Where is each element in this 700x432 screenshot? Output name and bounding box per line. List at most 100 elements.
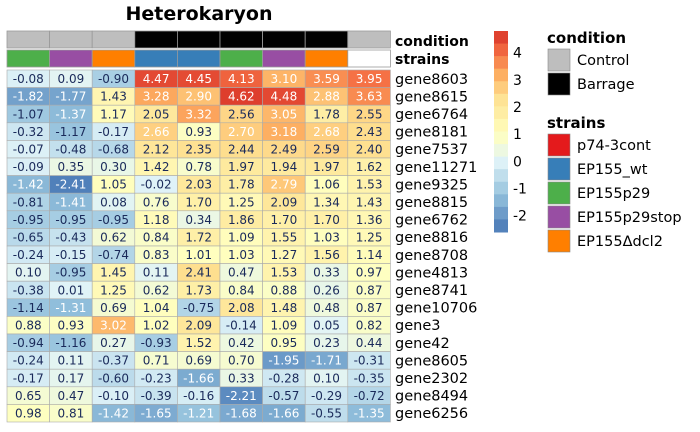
condition-annotation-label: condition [395, 34, 469, 50]
row-label: gene9325 [395, 177, 468, 193]
cell-value-label: 0.97 [356, 266, 383, 280]
cell-value-label: 0.33 [313, 266, 340, 280]
cell-value-label: 1.01 [185, 248, 212, 262]
cell-value-label: -1.14 [13, 301, 44, 315]
cell-value-label: -0.37 [98, 354, 129, 368]
cell-value-label: -0.55 [311, 407, 342, 421]
row-label: gene11271 [395, 160, 477, 176]
condition-annotation-row [6, 30, 391, 49]
colorbar-segment [494, 118, 508, 132]
cell-value-label: 0.11 [143, 266, 170, 280]
cell-value-label: 1.56 [313, 248, 340, 262]
cell-value-label: 2.88 [313, 90, 340, 104]
condition-annotation-cell [49, 30, 93, 49]
heatmap-cell [347, 404, 391, 423]
cell-value-label: 0.35 [58, 160, 85, 174]
strain-annotation-cell [219, 49, 263, 68]
cell-value-label: 1.09 [228, 231, 255, 245]
cell-value-label: 0.10 [15, 266, 42, 280]
cell-value-label: -0.81 [13, 195, 44, 209]
row-label: gene6256 [395, 406, 468, 422]
cell-value-label: 2.08 [228, 301, 255, 315]
cell-value-label: 4.13 [228, 72, 255, 86]
cell-value-label: -0.29 [311, 389, 342, 403]
cell-value-label: -0.35 [354, 371, 385, 385]
colorbar-segment [494, 56, 508, 70]
cell-value-label: -0.07 [13, 143, 44, 157]
cell-value-label: 2.12 [143, 143, 170, 157]
cell-value-label: 1.53 [271, 266, 298, 280]
condition-legend: condition Control Barrage [547, 29, 635, 96]
colorbar-tick-label: -2 [513, 209, 527, 225]
cell-value-label: -1.68 [226, 407, 257, 421]
colorbar-segment [494, 131, 508, 145]
cell-value-label: 0.83 [143, 248, 170, 262]
cell-value-label: 1.78 [313, 107, 340, 121]
cell-value-label: 0.71 [143, 354, 170, 368]
cell-value-label: 1.04 [143, 301, 170, 315]
cell-value-label: 0.84 [143, 231, 170, 245]
cell-value-label: 0.44 [356, 336, 383, 350]
cell-value-label: 0.30 [100, 160, 127, 174]
cell-value-label: 0.62 [143, 283, 170, 297]
cell-value-label: 1.72 [185, 231, 212, 245]
cell-value-label: 0.08 [100, 195, 127, 209]
cell-value-label: 2.59 [313, 143, 340, 157]
cell-value-label: -0.75 [183, 301, 214, 315]
cell-value-label: 3.18 [271, 125, 298, 139]
cell-value-label: 1.43 [356, 195, 383, 209]
cell-value-label: -1.95 [268, 354, 299, 368]
colorbar-segment [494, 43, 508, 57]
row-label: gene8494 [395, 389, 468, 405]
strain-annotation-cell [6, 49, 50, 68]
cell-value-label: 1.05 [100, 178, 127, 192]
cell-value-label: 0.93 [58, 319, 85, 333]
cell-value-label: 1.97 [313, 160, 340, 174]
cell-value-label: -1.65 [141, 407, 172, 421]
cell-value-label: -2.41 [55, 178, 86, 192]
cell-value-label: 1.14 [356, 248, 383, 262]
cell-value-label: 2.68 [313, 125, 340, 139]
cell-value-label: 0.76 [143, 195, 170, 209]
cell-value-label: -0.74 [98, 248, 129, 262]
strains-legend-label: EP155_wt [577, 162, 648, 178]
cell-value-label: -1.82 [13, 90, 44, 104]
cell-value-label: -0.38 [13, 283, 44, 297]
cell-value-label: 0.70 [228, 354, 255, 368]
strains-legend-label: p74-3cont [577, 138, 651, 154]
cell-value-label: -0.68 [98, 143, 129, 157]
cell-value-label: 1.27 [271, 248, 298, 262]
cell-value-label: -1.31 [55, 301, 86, 315]
strains-legend-label: EP155p29stop [577, 210, 682, 226]
cell-value-label: 0.88 [15, 319, 42, 333]
cell-value-label: -0.93 [141, 336, 172, 350]
cell-value-label: 0.88 [271, 283, 298, 297]
strains-legend-swatch [547, 157, 571, 181]
cell-value-label: -1.66 [183, 371, 214, 385]
cell-value-label: 3.28 [143, 90, 170, 104]
cell-value-label: -1.77 [55, 90, 86, 104]
cell-value-label: 1.45 [100, 266, 127, 280]
colorbar-segment [494, 81, 508, 95]
cell-value-label: 3.59 [313, 72, 340, 86]
cell-value-label: 2.66 [143, 125, 170, 139]
cell-value-label: 1.25 [228, 195, 255, 209]
colorbar-segment [494, 181, 508, 195]
cell-value-label: 1.62 [356, 160, 383, 174]
strain-annotation-cell [262, 49, 306, 68]
cell-value-label: 1.53 [356, 178, 383, 192]
strains-legend-label: EP155p29 [577, 186, 650, 202]
row-label: gene2302 [395, 371, 468, 387]
strain-annotation-cell [176, 49, 221, 68]
cell-value-label: 1.25 [100, 283, 127, 297]
cell-value-label: 0.27 [100, 336, 127, 350]
cell-value-label: 2.90 [185, 90, 212, 104]
cell-value-label: 1.36 [356, 213, 383, 227]
cell-value-label: 1.48 [271, 301, 298, 315]
strains-legend-swatch [547, 229, 571, 253]
cell-value-label: -1.35 [354, 407, 385, 421]
cell-value-label: -2.21 [226, 389, 257, 403]
cell-value-label: 0.42 [228, 336, 255, 350]
